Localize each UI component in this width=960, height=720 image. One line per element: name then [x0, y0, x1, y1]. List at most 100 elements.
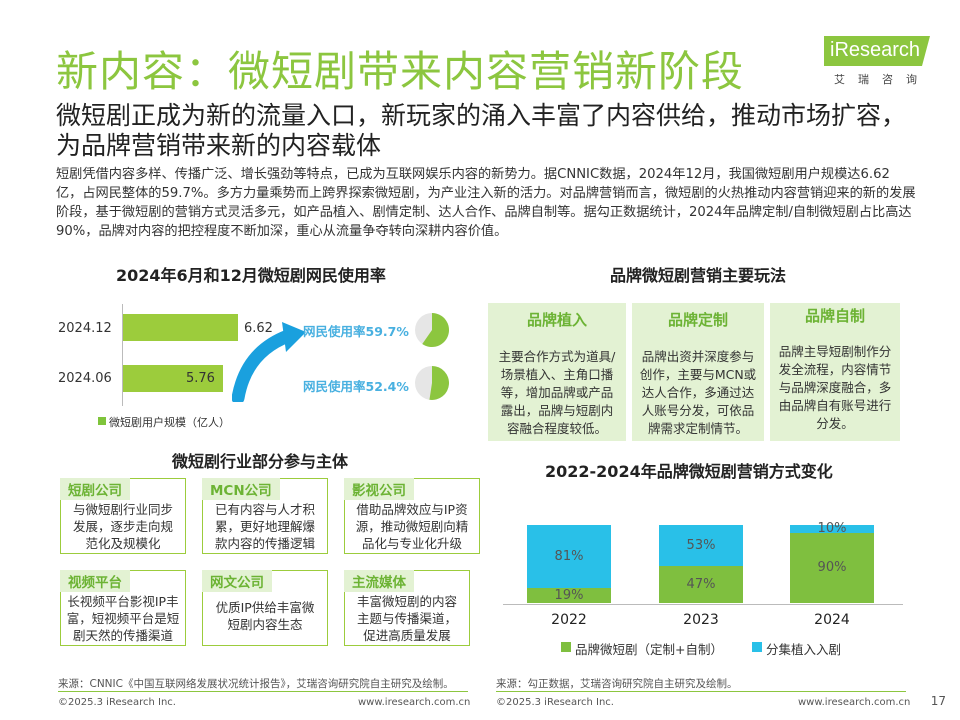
- logo-subtext: 艾瑞咨询: [834, 73, 930, 86]
- play-line: 品牌主导短剧制作分: [778, 344, 892, 359]
- participant-body: 丰富微短剧的内容 主题与传播渠道， 促进高质量发展: [349, 593, 465, 644]
- iresearch-logo: iResearch 艾瑞咨询: [824, 36, 930, 90]
- stacked-bar-label: 19%: [554, 587, 584, 603]
- usage-rate-jun-pie: [415, 366, 449, 400]
- marketing-chart-axis: [503, 604, 903, 605]
- page-number: 17: [930, 694, 946, 708]
- user-bar-2024-12: [123, 314, 238, 341]
- user-bar-value: 5.76: [186, 371, 215, 386]
- play-section-title: 品牌微短剧营销主要玩法: [610, 266, 787, 285]
- participant-head: 短剧公司: [60, 478, 130, 500]
- source-left: 来源：CNNIC《中国互联网络发展状况统计报告》，艾瑞咨询研究院自主研究及绘制。: [58, 678, 454, 690]
- participant-line: 累，更好地理解爆: [214, 519, 315, 534]
- stacked-bar-label: 53%: [686, 537, 716, 553]
- stacked-bar-label: 47%: [686, 576, 716, 592]
- participant-line: 短剧内容生态: [227, 617, 303, 632]
- participant-head: MCN公司: [202, 478, 280, 500]
- stacked-bar-placement-2024: [790, 525, 874, 533]
- page-title: 新内容：微短剧带来内容营销新阶段: [56, 47, 745, 96]
- participant-body: 借助品牌效应与IP资 源，推动微短剧向精 品化与专业化升级: [349, 501, 475, 552]
- participant-line: 款内容的传播逻辑: [214, 536, 315, 551]
- stacked-bar-brand-2024: [790, 533, 874, 603]
- usage-rate-jun: 网民使用率52.4%: [303, 379, 409, 394]
- participant-line: 已有内容与人才积: [214, 502, 315, 517]
- participant-line: 主题与传播渠道，: [356, 611, 457, 626]
- play-box-placement: 品牌植入 主要合作方式为道具/ 场景植入、主角口播 等，增加品牌或产品 露出，品…: [488, 303, 626, 441]
- growth-arrow-icon: [232, 322, 306, 402]
- play-line: 达人合作，多通过达: [641, 385, 755, 400]
- footer-url-left: www.iresearch.com.cn: [358, 697, 471, 708]
- stacked-bar-brand-2023: [659, 566, 743, 603]
- participant-body: 已有内容与人才积 累，更好地理解爆 款内容的传播逻辑: [207, 501, 323, 552]
- participant-line: 富，短视频平台是短: [66, 611, 180, 626]
- participant-line: 范化及规模化: [85, 536, 161, 551]
- stacked-bar-placement-2023: [659, 525, 743, 566]
- legend-label-placement: 分集植入入剧: [766, 642, 842, 657]
- play-line: 主要合作方式为道具/: [498, 349, 616, 364]
- participant-mcn: MCN公司 已有内容与人才积 累，更好地理解爆 款内容的传播逻辑: [202, 478, 328, 554]
- user-bar-category: 2024.12: [58, 321, 112, 336]
- intro-paragraph: 短剧凭借内容多样、传播广泛、增长强劲等特点，已成为互联网娱乐内容的新势力。据CN…: [56, 167, 916, 239]
- play-box-self-made: 品牌自制 品牌主导短剧制作分 发全流程，内容情节 与品牌深度融合，多 由品牌自有…: [770, 303, 900, 441]
- stacked-bar-placement-2022: [527, 525, 611, 588]
- play-box-head: 品牌定制: [667, 311, 728, 329]
- participant-mainstream-media: 主流媒体 丰富微短剧的内容 主题与传播渠道， 促进高质量发展: [344, 570, 470, 646]
- play-line: 人账号分发，可依品: [641, 403, 755, 418]
- play-line: 创作，主要与MCN或: [639, 367, 757, 382]
- play-line: 等，增加品牌或产品: [500, 385, 614, 400]
- participant-video-platform: 视频平台 长视频平台影视IP丰 富，短视频平台是短 剧天然的传播渠道: [60, 570, 186, 646]
- footer-copyright-right: ©2025.3 iResearch Inc.: [496, 697, 614, 708]
- logo-text: iResearch: [830, 39, 921, 61]
- participant-line: 品化与专业化升级: [361, 536, 462, 551]
- footer-copyright-left: ©2025.3 iResearch Inc.: [58, 697, 176, 708]
- play-line: 品牌出资并深度参与: [641, 349, 755, 364]
- play-line: 发全流程，内容情节: [778, 362, 892, 377]
- play-line: 与品牌深度融合，多: [778, 380, 892, 395]
- user-chart-axis: [122, 304, 123, 406]
- play-box-body: 品牌主导短剧制作分 发全流程，内容情节 与品牌深度融合，多 由品牌自有账号进行 …: [774, 343, 896, 433]
- participant-head: 视频平台: [60, 570, 130, 592]
- participant-web-novel: 网文公司 优质IP供给丰富微 短剧内容生态: [202, 570, 328, 646]
- play-line: 露出，品牌与短剧内: [500, 403, 614, 418]
- play-line: 分发。: [816, 416, 854, 431]
- participant-line: 源，推动微短剧向精: [355, 519, 469, 534]
- participants-title: 微短剧行业部分参与主体: [172, 452, 349, 471]
- stacked-bar-category: 2024: [814, 612, 850, 628]
- participant-film-company: 影视公司 借助品牌效应与IP资 源，推动微短剧向精 品化与专业化升级: [344, 478, 480, 554]
- participant-line: 促进高质量发展: [363, 628, 451, 643]
- play-line: 场景植入、主角口播: [500, 367, 614, 382]
- user-legend-label: 微短剧用户规模（亿人）: [109, 416, 230, 429]
- play-box-body: 品牌出资并深度参与 创作，主要与MCN或 达人合作，多通过达 人账号分发，可依品…: [636, 348, 760, 438]
- play-box-head: 品牌植入: [526, 311, 587, 329]
- play-line: 牌需求定制情节。: [647, 421, 748, 436]
- participant-line: 丰富微短剧的内容: [356, 594, 457, 609]
- footer-divider-right: [496, 691, 906, 692]
- stacked-bar-category: 2023: [683, 612, 719, 628]
- user-chart-title: 2024年6月和12月微短剧网民使用率: [116, 266, 386, 285]
- participant-head: 影视公司: [344, 478, 414, 500]
- page-subtitle: 微短剧正成为新的流量入口，新玩家的涌入丰富了内容供给，推动市场扩容，为品牌营销带…: [56, 101, 907, 160]
- pie-slice: [422, 313, 449, 347]
- play-line: 容融合程度较低。: [506, 421, 607, 436]
- participant-line: 与微短剧行业同步: [72, 502, 173, 517]
- usage-rate-dec-pie: [415, 313, 449, 347]
- stacked-bar-brand-2022: [527, 588, 611, 603]
- participant-body: 长视频平台影视IP丰 富，短视频平台是短 剧天然的传播渠道: [65, 593, 181, 644]
- play-box-custom: 品牌定制 品牌出资并深度参与 创作，主要与MCN或 达人合作，多通过达 人账号分…: [632, 303, 764, 441]
- source-right: 来源：勾正数据，艾瑞咨询研究院自主研究及绘制。: [496, 678, 738, 690]
- participant-head: 主流媒体: [344, 570, 414, 592]
- participant-line: 借助品牌效应与IP资: [356, 502, 468, 517]
- play-line: 由品牌自有账号进行: [778, 398, 892, 413]
- stacked-bar-label: 81%: [554, 548, 584, 564]
- stacked-bar-label: 90%: [817, 560, 847, 575]
- stacked-bar-label: 10%: [817, 521, 847, 536]
- marketing-chart-title: 2022-2024年品牌微短剧营销方式变化: [545, 462, 833, 481]
- play-box-body: 主要合作方式为道具/ 场景植入、主角口播 等，增加品牌或产品 露出，品牌与短剧内…: [492, 348, 622, 438]
- participant-line: 发展，逐步走向规: [72, 519, 173, 534]
- participant-head: 网文公司: [202, 570, 272, 592]
- participant-drama-company: 短剧公司 与微短剧行业同步 发展，逐步走向规 范化及规模化: [60, 478, 186, 554]
- pie-slice: [429, 366, 449, 400]
- legend-swatch-placement: [752, 642, 762, 652]
- user-bar-2024-06: [123, 365, 223, 392]
- user-bar-category: 2024.06: [58, 371, 112, 386]
